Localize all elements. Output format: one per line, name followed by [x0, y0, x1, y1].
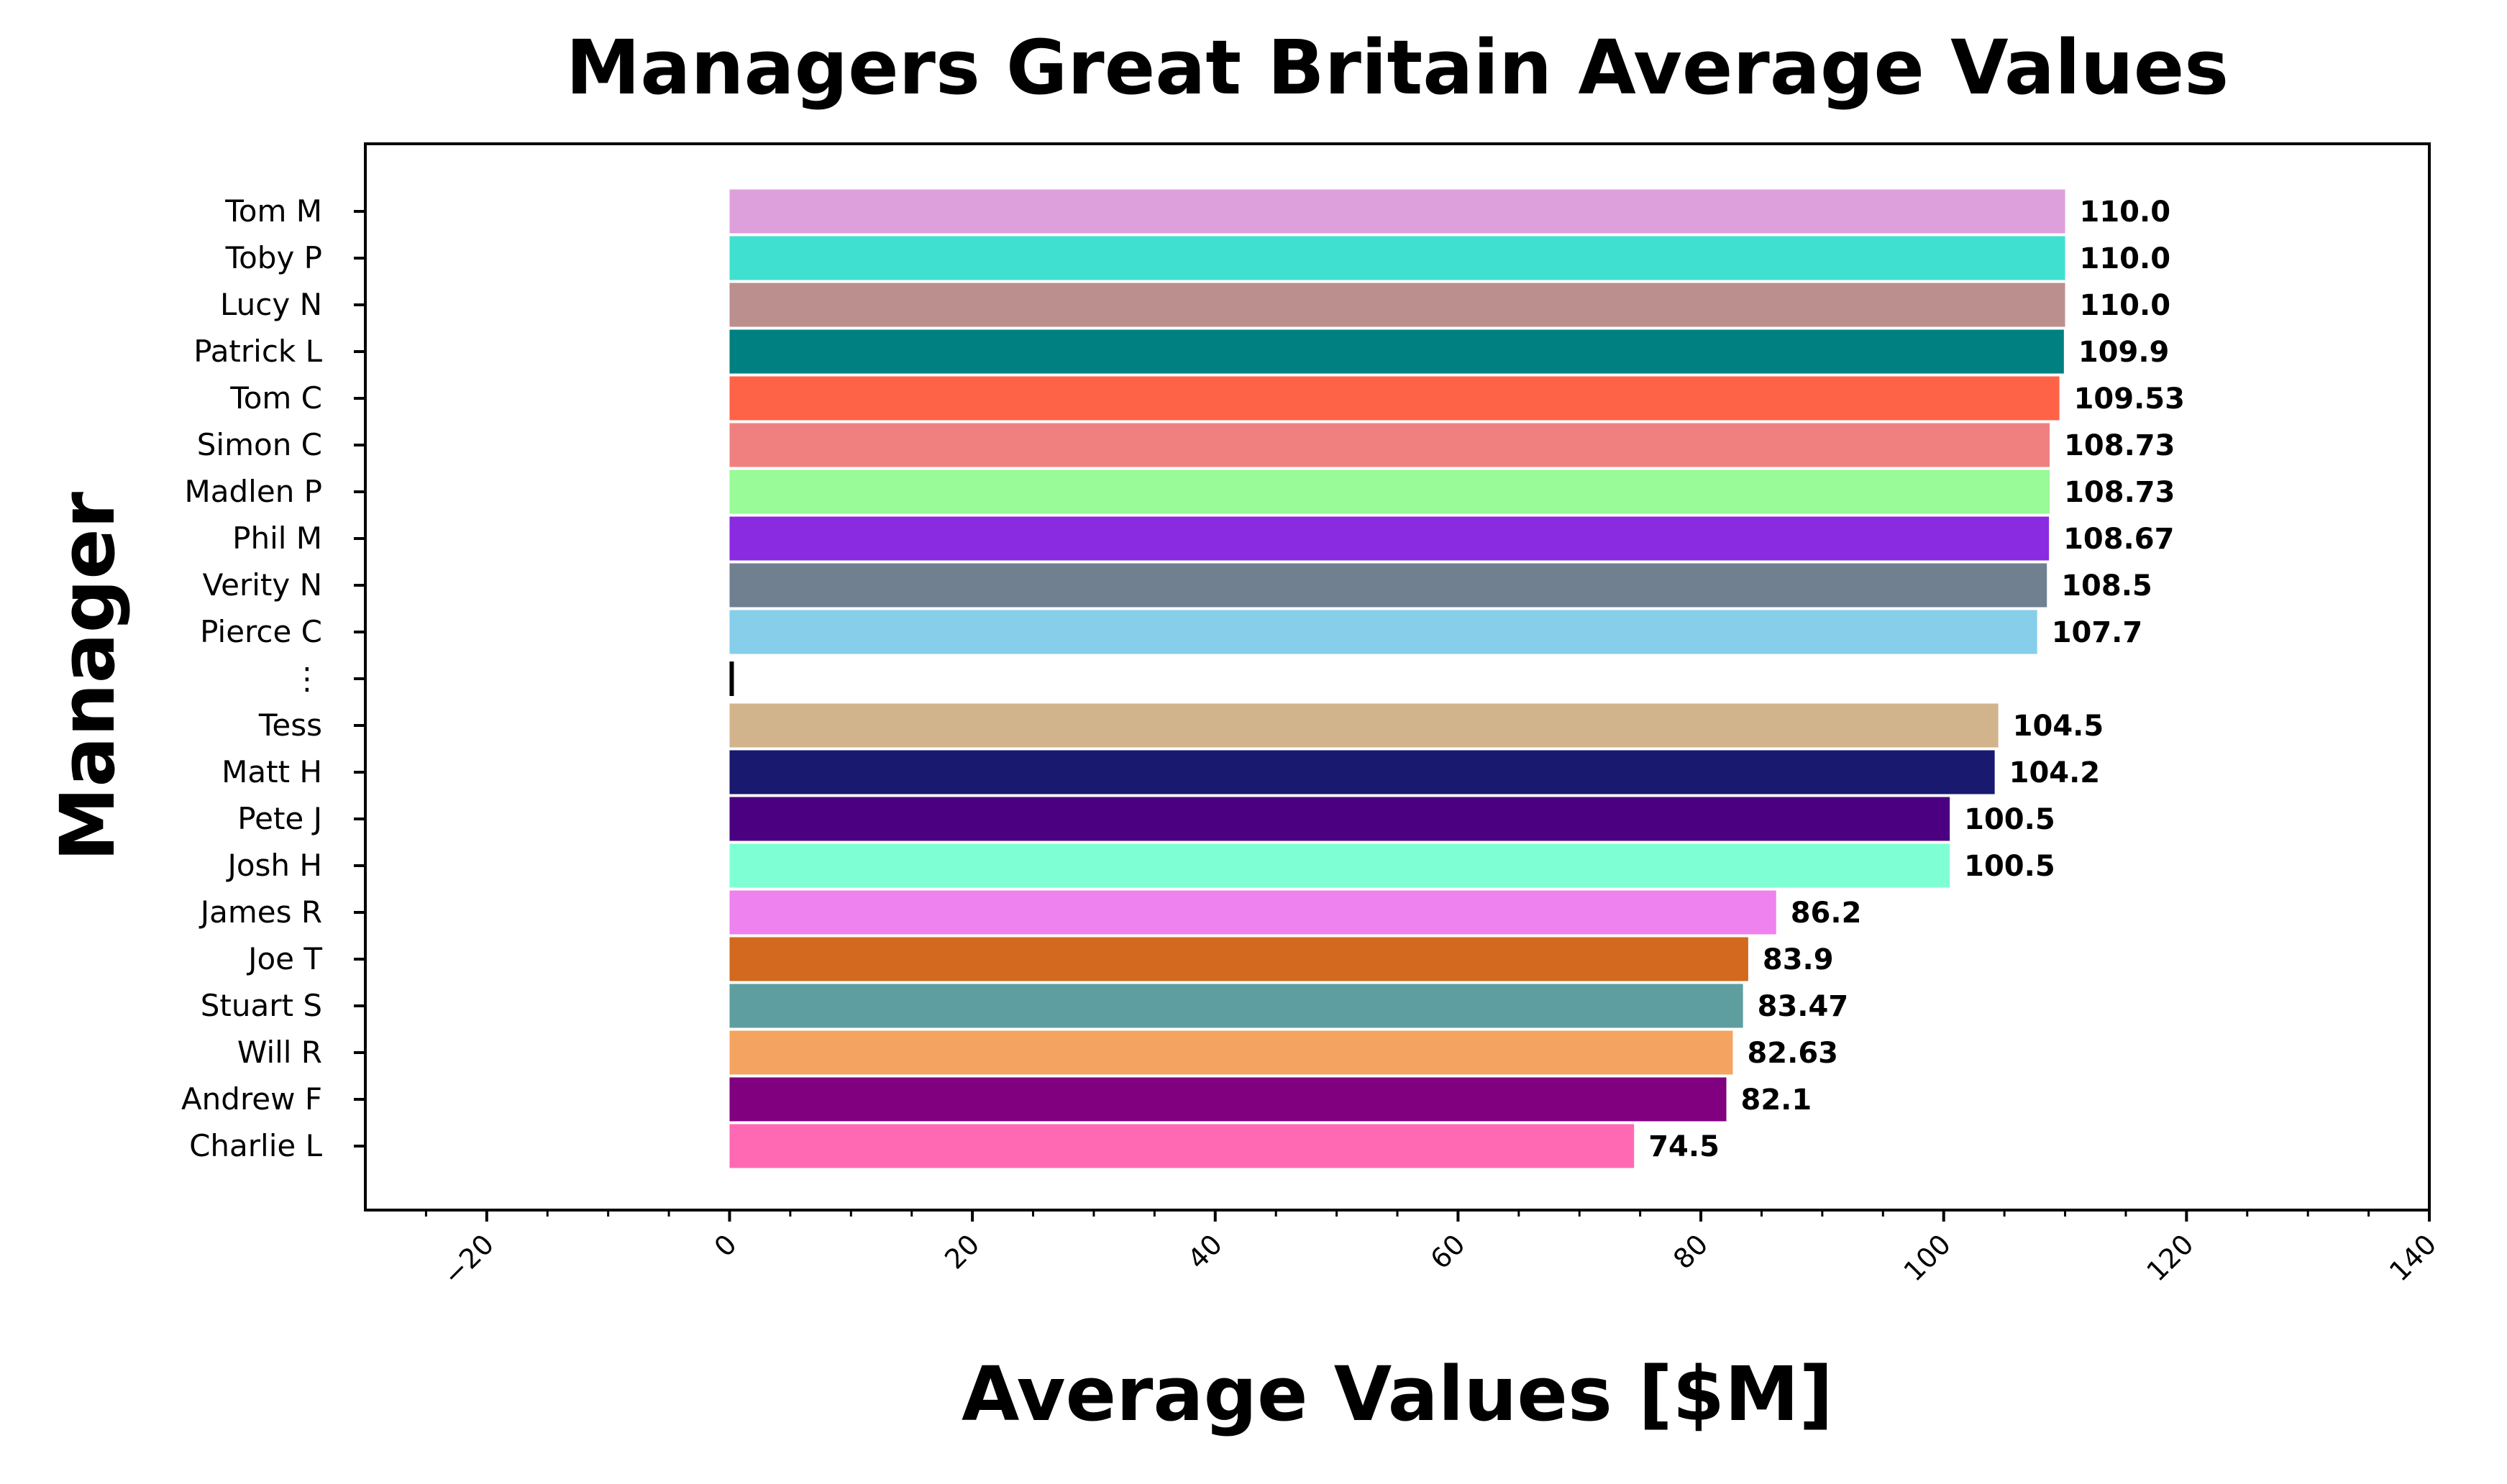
y-tick-label: Madlen P [185, 474, 322, 509]
data-label: 104.5 [2013, 710, 2104, 743]
bar [729, 703, 1999, 748]
y-tick-label: Toby P [225, 240, 322, 275]
bar [729, 563, 2047, 608]
data-label: 82.63 [1747, 1037, 1838, 1070]
x-tick-label: 40 [1182, 1228, 1228, 1275]
x-tick-label: 0 [708, 1228, 743, 1263]
bar [729, 1124, 1635, 1168]
data-label: 83.47 [1758, 990, 1849, 1023]
y-tick-label: Pierce C [200, 614, 322, 649]
data-label: 107.7 [2052, 616, 2143, 649]
bar [729, 610, 2037, 654]
data-label: 83.9 [1763, 943, 1834, 976]
data-label: 100.5 [1964, 850, 2055, 883]
y-tick-label: Patrick L [193, 334, 322, 369]
x-tick-label: 100 [1898, 1228, 1957, 1287]
data-label: 110.0 [2080, 289, 2171, 322]
data-label: 109.9 [2078, 336, 2170, 369]
data-label: 82.1 [1741, 1084, 1812, 1117]
data-label: 110.0 [2080, 196, 2171, 229]
x-tick-label: 20 [939, 1228, 985, 1275]
y-axis-label: Manager [44, 492, 132, 861]
bar [729, 797, 1950, 841]
y-tick-label: Charlie L [189, 1128, 322, 1163]
y-tick-label: Phil M [232, 521, 322, 556]
bar [729, 236, 2065, 280]
bar [729, 1030, 1733, 1075]
data-label: 104.2 [2009, 756, 2101, 789]
data-label: 110.0 [2080, 242, 2171, 275]
data-label: 100.5 [1964, 803, 2055, 836]
y-tick-label: Verity N [203, 567, 322, 603]
y-tick-label: Tom M [224, 193, 322, 229]
bar [729, 516, 2050, 561]
bar [729, 843, 1950, 888]
y-tick-label: James R [198, 894, 322, 930]
bar [729, 470, 2050, 514]
x-tick-label: 120 [2140, 1228, 2199, 1287]
bar [729, 890, 1776, 935]
data-label: 109.53 [2074, 383, 2185, 416]
data-label: 108.73 [2064, 429, 2175, 462]
bar [729, 376, 2060, 421]
x-axis-label: Average Values [$M] [962, 1350, 1833, 1438]
bar [729, 1077, 1727, 1122]
data-label: 108.67 [2063, 523, 2174, 556]
plot-frame [364, 142, 2431, 1212]
x-tick-label: 80 [1667, 1228, 1714, 1275]
data-label: 108.73 [2064, 476, 2175, 509]
y-tick-label: Andrew F [181, 1081, 322, 1117]
bar [729, 189, 2065, 234]
y-tick-label: Simon C [197, 427, 322, 462]
y-axis: Tom M Toby P Lucy N Patrick L Tom C Simon C Ma… [181, 193, 365, 1163]
y-tick-label: Joe T [246, 941, 322, 976]
bar [729, 937, 1748, 981]
bar [729, 423, 2050, 467]
x-tick-label: 140 [2383, 1228, 2442, 1287]
y-tick-label: Matt H [222, 754, 322, 789]
y-tick-label: Tom C [229, 380, 322, 416]
bars-group: 110.0 110.0 110.0 109.9 109.53 108.73 108.73 10… [729, 189, 2185, 1168]
data-label: 108.5 [2061, 569, 2152, 603]
y-tick-label: Stuart S [201, 988, 322, 1023]
bar [729, 984, 1743, 1028]
data-label: 74.5 [1648, 1130, 1720, 1163]
y-tick-label: Josh H [225, 848, 322, 883]
y-tick-label: ⋮ [292, 661, 322, 696]
bar [729, 283, 2065, 327]
data-label: 86.2 [1791, 897, 1862, 930]
y-tick-label: Pete J [237, 801, 322, 836]
bar [729, 750, 1995, 794]
x-tick-label: 60 [1424, 1228, 1471, 1275]
y-tick-label: Will R [237, 1035, 322, 1070]
y-tick-label: Lucy N [220, 287, 322, 322]
x-axis: −20 0 20 40 60 80 100 120 140 [424, 1210, 2442, 1291]
y-tick-label: Tess [258, 707, 322, 743]
bar [729, 329, 2064, 374]
bar-gap-marker [729, 661, 734, 696]
x-tick-label: −20 [437, 1228, 500, 1291]
chart-title: Managers Great Britain Average Values [566, 24, 2229, 111]
